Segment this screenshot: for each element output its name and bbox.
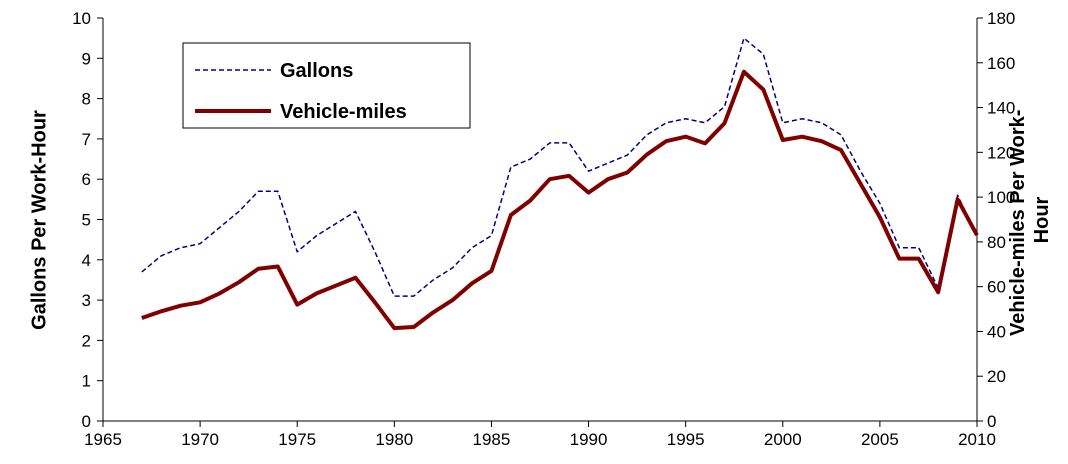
y2-axis-title-line: Hour bbox=[1031, 196, 1053, 243]
y-tick-label: 3 bbox=[82, 291, 91, 310]
y2-tick-label: 180 bbox=[987, 9, 1015, 28]
x-tick-label: 1965 bbox=[84, 430, 122, 449]
y-tick-label: 1 bbox=[82, 372, 91, 391]
x-tick-label: 1975 bbox=[278, 430, 316, 449]
x-tick-label: 1995 bbox=[667, 430, 705, 449]
y-tick-label: 2 bbox=[82, 331, 91, 350]
y-tick-label: 6 bbox=[82, 170, 91, 189]
y-tick-label: 10 bbox=[72, 9, 91, 28]
x-tick-label: 1990 bbox=[570, 430, 608, 449]
legend-label: Vehicle-miles bbox=[280, 101, 407, 123]
x-tick-label: 1970 bbox=[181, 430, 219, 449]
y-tick-label: 0 bbox=[82, 412, 91, 431]
x-tick-label: 1980 bbox=[375, 430, 413, 449]
y2-tick-label: 140 bbox=[987, 99, 1015, 118]
y2-axis-title-line: Vehicle-miles Per Work- bbox=[1007, 110, 1029, 336]
y2-tick-label: 60 bbox=[987, 278, 1006, 297]
x-tick-label: 2010 bbox=[958, 430, 996, 449]
y-tick-label: 8 bbox=[82, 90, 91, 109]
y2-axis-title: Vehicle-miles Per Work- Hour bbox=[1007, 104, 1053, 336]
series-line bbox=[141, 69, 979, 331]
legend-box bbox=[182, 42, 471, 129]
series-line bbox=[141, 37, 978, 297]
y2-tick-label: 120 bbox=[987, 143, 1015, 162]
y2-tick-label: 80 bbox=[987, 233, 1006, 252]
y2-tick-label: 160 bbox=[987, 54, 1015, 73]
y-tick-label: 5 bbox=[82, 211, 91, 230]
y2-tick-label: 100 bbox=[987, 188, 1015, 207]
legend-label: Gallons bbox=[280, 60, 353, 82]
y-tick-label: 9 bbox=[82, 49, 91, 68]
x-tick-label: 2005 bbox=[861, 430, 899, 449]
y2-tick-label: 20 bbox=[987, 367, 1006, 386]
y-axis-title: Gallons Per Work-Hour bbox=[28, 110, 50, 330]
y2-tick-label: 0 bbox=[987, 412, 996, 431]
x-tick-label: 1985 bbox=[473, 430, 511, 449]
x-tick-label: 2000 bbox=[764, 430, 802, 449]
y-tick-label: 4 bbox=[82, 251, 91, 270]
y2-tick-label: 40 bbox=[987, 322, 1006, 341]
y-tick-label: 7 bbox=[82, 130, 91, 149]
